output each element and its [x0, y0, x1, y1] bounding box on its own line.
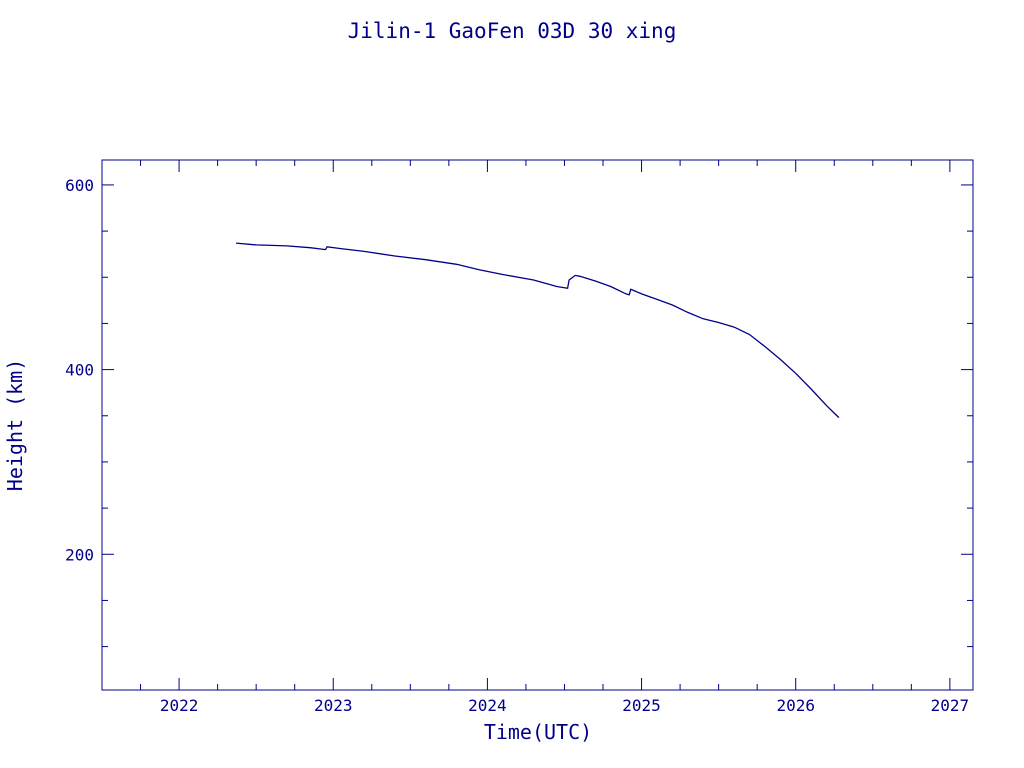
x-tick-label: 2026	[776, 696, 815, 715]
x-tick-label: 2025	[622, 696, 661, 715]
x-tick-label: 2023	[314, 696, 353, 715]
chart-title: Jilin-1 GaoFen 03D 30 xing	[348, 19, 677, 43]
x-tick-label: 2027	[931, 696, 970, 715]
y-tick-label: 600	[65, 176, 94, 195]
series-line	[236, 242, 840, 419]
x-axis-label: Time(UTC)	[484, 720, 592, 744]
plot-frame	[101, 159, 974, 691]
axis-ticks	[101, 160, 973, 690]
x-tick-label: 2022	[160, 696, 199, 715]
tick-labels: 2022 2023 2024 2025 2026 2027 200 400 600	[65, 176, 969, 715]
x-tick-label: 2024	[468, 696, 507, 715]
y-tick-label: 400	[65, 361, 94, 380]
y-axis-label: Height (km)	[3, 359, 27, 491]
y-tick-label: 200	[65, 545, 94, 564]
